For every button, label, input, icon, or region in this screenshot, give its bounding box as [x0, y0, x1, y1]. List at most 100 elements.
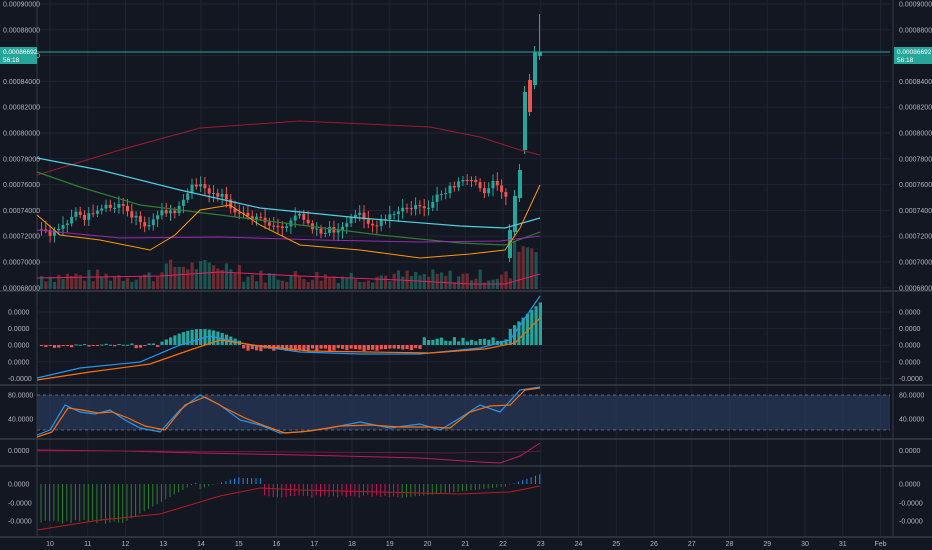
macd-histogram-bar: [534, 306, 538, 345]
macd-histogram-bar: [384, 345, 388, 350]
macd-histogram-bar: [83, 344, 87, 346]
hist-axis-left-label: 0.0000: [8, 482, 30, 489]
date-axis-label: 15: [235, 541, 243, 548]
oscillator-pane[interactable]: [36, 442, 541, 464]
candle-body: [349, 216, 353, 224]
candle-body: [439, 194, 443, 196]
date-axis-label: 30: [801, 541, 809, 548]
moving-average-20: [36, 184, 541, 259]
macd-histogram-bar: [57, 345, 61, 348]
volume-bar: [319, 280, 323, 289]
macd-histogram-bar: [100, 344, 104, 346]
macd-histogram-bar: [409, 345, 413, 351]
candle-body: [470, 180, 473, 181]
volume-bar: [315, 271, 319, 289]
candle-body: [48, 230, 52, 236]
volume-bar: [500, 274, 504, 289]
candle-body: [474, 180, 478, 183]
macd-axis-right-label: 0.0000: [899, 326, 921, 333]
macd-histogram-bar: [491, 337, 495, 345]
date-axis-label: 18: [348, 541, 356, 548]
macd-histogram-bar: [388, 345, 392, 349]
macd-histogram-bar: [521, 317, 525, 345]
price-axis-left-label: 0.00076000: [3, 182, 40, 189]
candle-body: [401, 207, 405, 212]
candle-body: [500, 185, 504, 193]
candle-body: [345, 223, 349, 227]
candle-body: [130, 211, 134, 218]
volume-bar: [435, 273, 439, 289]
macd-histogram-bar: [117, 344, 121, 346]
candle-body: [246, 212, 250, 217]
volume-bar: [358, 281, 362, 289]
macd-histogram-bar: [108, 344, 112, 346]
price-axis-left-label: 0.00088000: [3, 27, 40, 34]
stoch-axis-right-label: 40.0000: [899, 417, 924, 424]
price-axis-right-label: 0.00080000: [899, 131, 932, 138]
candle-body: [405, 207, 409, 209]
macd-histogram-bar: [186, 330, 190, 345]
histogram-signal-line: [36, 485, 541, 531]
macd-histogram-bar: [371, 345, 375, 350]
macd-histogram-bar: [396, 345, 401, 349]
moving-average-purple: [36, 229, 541, 243]
macd-histogram-bar: [349, 345, 353, 349]
candle-body: [259, 216, 263, 218]
price-pane[interactable]: [36, 14, 542, 289]
momentum-histogram-pane[interactable]: [36, 474, 541, 531]
volume-bar: [164, 263, 168, 289]
candle-body: [323, 232, 327, 234]
candle-body: [319, 228, 323, 234]
candle-body: [422, 206, 426, 209]
macd-axis-right-label: 0.0000: [899, 343, 921, 350]
macd-histogram-bar: [379, 345, 383, 350]
candle-body: [414, 205, 418, 210]
candle-body: [435, 194, 439, 202]
candle-body: [91, 213, 95, 215]
candle-body: [478, 182, 482, 189]
price-axis-right-label: 0.00076000: [899, 182, 932, 189]
macd-histogram-bar: [160, 341, 164, 345]
macd-histogram-bar: [358, 345, 362, 350]
volume-bar: [530, 248, 534, 289]
macd-histogram-bar: [104, 343, 108, 345]
volume-bar: [108, 280, 112, 289]
volume-bar: [246, 276, 250, 289]
candle-body: [199, 184, 203, 187]
candle-body: [87, 213, 91, 220]
candle-body: [388, 214, 392, 220]
macd-histogram-bar: [332, 345, 336, 351]
volume-bar: [409, 276, 413, 289]
candle-body: [461, 180, 465, 182]
candle-body: [379, 219, 383, 226]
volume-bar: [431, 269, 435, 289]
macd-axis-left-label: 0.0000: [8, 310, 30, 317]
candle-body: [362, 212, 366, 220]
volume-bar: [521, 246, 525, 289]
candle-body: [160, 210, 164, 216]
volume-bar: [508, 278, 512, 289]
volume-bar: [229, 269, 233, 289]
price-axis-right-label: 0.00082000: [899, 105, 932, 112]
volume-bar: [517, 251, 521, 289]
macd-pane[interactable]: [36, 295, 542, 381]
volume-bar: [203, 260, 207, 289]
volume-bar: [504, 271, 508, 289]
candle-body: [173, 210, 177, 214]
macd-histogram-bar: [306, 345, 310, 351]
macd-histogram-bar: [474, 341, 478, 345]
macd-histogram-bar: [143, 345, 147, 346]
oscillator-line: [36, 442, 541, 464]
date-axis-label: 10: [46, 541, 54, 548]
volume-bar: [263, 282, 267, 289]
volume-bar: [130, 281, 134, 289]
macd-histogram-bar: [353, 345, 358, 350]
candle-body: [52, 230, 56, 236]
stochastic-pane[interactable]: [36, 386, 890, 438]
candle-body: [44, 229, 48, 231]
volume-bar: [457, 276, 461, 289]
volume-bar: [452, 282, 456, 289]
macd-histogram-bar: [392, 345, 396, 349]
price-axis-left-label: 0.00078000: [3, 156, 40, 163]
